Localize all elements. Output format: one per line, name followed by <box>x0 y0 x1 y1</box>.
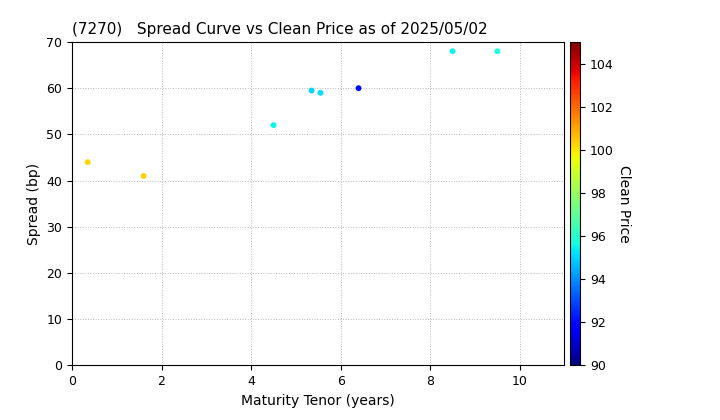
Point <box>492 48 503 55</box>
Y-axis label: Clean Price: Clean Price <box>617 165 631 243</box>
Text: (7270)   Spread Curve vs Clean Price as of 2025/05/02: (7270) Spread Curve vs Clean Price as of… <box>72 22 487 37</box>
Point <box>138 173 149 179</box>
Point <box>82 159 94 165</box>
Point <box>306 87 318 94</box>
Point <box>315 89 326 96</box>
Y-axis label: Spread (bp): Spread (bp) <box>27 163 41 245</box>
Point <box>447 48 459 55</box>
Point <box>268 122 279 129</box>
X-axis label: Maturity Tenor (years): Maturity Tenor (years) <box>241 394 395 408</box>
Point <box>353 85 364 92</box>
